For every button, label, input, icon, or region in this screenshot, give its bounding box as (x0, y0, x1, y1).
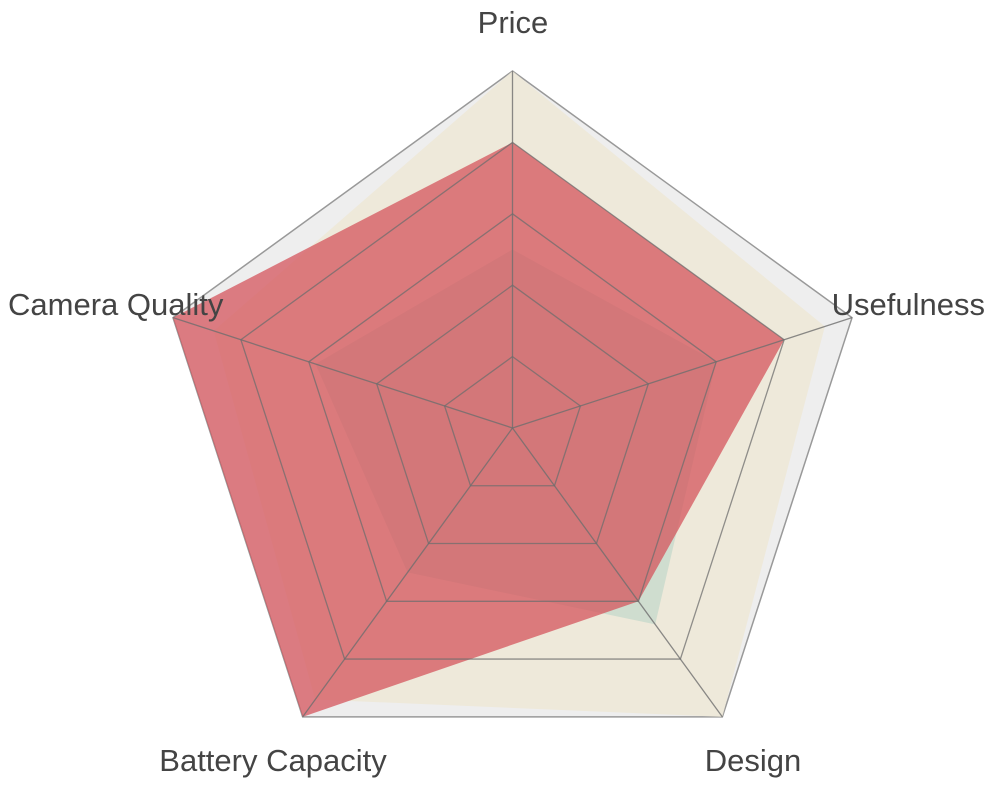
axis-label-usefulness: Usefulness (832, 287, 985, 322)
axis-spoke-usefulness (512, 317, 853, 429)
grid-ring-4 (240, 141, 785, 660)
radar-grid (172, 71, 853, 718)
grid-ring-3 (308, 212, 717, 602)
axis-label-price: Price (478, 5, 549, 40)
axis-label-design: Design (705, 743, 802, 778)
axis-labels: Price Usefulness Design Battery Capacity… (8, 5, 985, 778)
grid-ring-2 (375, 284, 650, 545)
axis-spoke-design (511, 427, 723, 718)
axis-spoke-battery-capacity (302, 427, 514, 718)
series-area-3 (172, 142, 785, 717)
axis-label-battery-capacity: Battery Capacity (159, 743, 387, 778)
radar-series-layer (172, 71, 825, 717)
axis-spoke-camera-quality (172, 317, 513, 429)
axis-label-camera-quality: Camera Quality (8, 287, 224, 322)
grid-ring-1 (443, 355, 582, 487)
